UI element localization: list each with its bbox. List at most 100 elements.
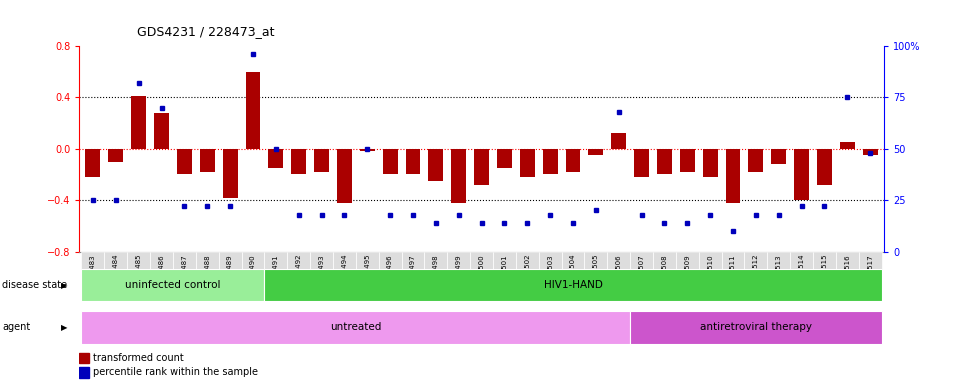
Bar [355,252,379,300]
Bar [265,269,882,301]
Bar [813,252,836,300]
Text: GSM697496: GSM697496 [387,254,393,296]
Text: GSM697489: GSM697489 [227,254,233,296]
Text: GSM697483: GSM697483 [90,254,96,296]
Bar [790,252,813,300]
Text: GSM697509: GSM697509 [684,254,691,296]
Bar [771,149,786,164]
Bar [333,252,355,300]
Bar [470,252,493,300]
Bar [565,149,581,172]
Text: GSM697485: GSM697485 [135,254,142,296]
Text: GSM697505: GSM697505 [593,254,599,296]
Bar [447,252,470,300]
Text: GSM697514: GSM697514 [799,254,805,296]
Text: GSM697490: GSM697490 [250,254,256,296]
Bar [79,353,89,363]
Bar [698,252,722,300]
Bar [218,252,242,300]
Bar [177,149,192,174]
Bar [383,149,398,174]
Bar [314,149,329,172]
Bar [245,72,261,149]
Bar [863,149,877,155]
Bar [291,149,306,174]
Bar [676,252,698,300]
Text: GSM697487: GSM697487 [182,254,187,296]
Bar [424,252,447,300]
Bar [269,149,283,168]
Bar [406,149,420,174]
Bar [543,149,557,174]
Bar [242,252,265,300]
Bar [104,252,128,300]
Bar [359,149,375,151]
Text: GSM697503: GSM697503 [547,254,554,296]
Bar [745,252,767,300]
Text: ▶: ▶ [61,323,68,332]
Bar [725,149,741,203]
Bar [657,149,672,174]
Bar [767,252,790,300]
Bar [79,367,89,378]
Text: HIV1-HAND: HIV1-HAND [544,280,603,290]
Bar [794,149,809,200]
Text: transformed count: transformed count [93,353,184,363]
Bar [287,252,310,300]
Bar [474,149,489,185]
Text: GDS4231 / 228473_at: GDS4231 / 228473_at [137,25,274,38]
Bar [155,113,169,149]
Text: untreated: untreated [330,322,382,333]
Text: GSM697497: GSM697497 [410,254,416,296]
Text: GSM697516: GSM697516 [844,254,850,296]
Bar [310,252,333,300]
Bar [653,252,676,300]
Text: GSM697502: GSM697502 [525,254,530,296]
Text: GSM697517: GSM697517 [867,254,873,296]
Text: antiretroviral therapy: antiretroviral therapy [700,322,811,333]
Text: GSM697495: GSM697495 [364,254,370,296]
Bar [859,252,882,300]
Bar [451,149,467,203]
Bar [222,149,238,198]
Text: GSM697510: GSM697510 [707,254,713,296]
Bar [680,149,695,172]
Text: GSM697508: GSM697508 [662,254,668,296]
Bar [516,252,539,300]
Text: GSM697494: GSM697494 [341,254,348,296]
Text: GSM697498: GSM697498 [433,254,439,296]
Text: GSM697499: GSM697499 [456,254,462,296]
Bar [265,252,287,300]
Bar [588,149,604,155]
Text: disease state: disease state [2,280,67,290]
Bar [200,149,214,172]
Bar [108,149,124,162]
Text: GSM697486: GSM697486 [158,254,164,296]
Bar [839,142,855,149]
Bar [128,252,150,300]
Bar [539,252,561,300]
Bar [836,252,859,300]
Text: GSM697512: GSM697512 [753,254,759,296]
Bar [630,311,882,344]
Bar [493,252,516,300]
Bar [196,252,218,300]
Bar [584,252,608,300]
Text: GSM697501: GSM697501 [501,254,507,296]
Bar [81,311,630,344]
Bar [749,149,763,172]
Bar [379,252,402,300]
Text: GSM697488: GSM697488 [204,254,211,296]
Bar [173,252,196,300]
Text: GSM697515: GSM697515 [821,254,828,296]
Text: GSM697513: GSM697513 [776,254,781,296]
Text: GSM697504: GSM697504 [570,254,576,296]
Text: GSM697507: GSM697507 [639,254,644,296]
Bar [611,133,626,149]
Text: GSM697506: GSM697506 [615,254,622,296]
Bar [561,252,584,300]
Text: GSM697491: GSM697491 [272,254,279,296]
Text: GSM697511: GSM697511 [730,254,736,296]
Text: agent: agent [2,322,30,333]
Bar [81,269,265,301]
